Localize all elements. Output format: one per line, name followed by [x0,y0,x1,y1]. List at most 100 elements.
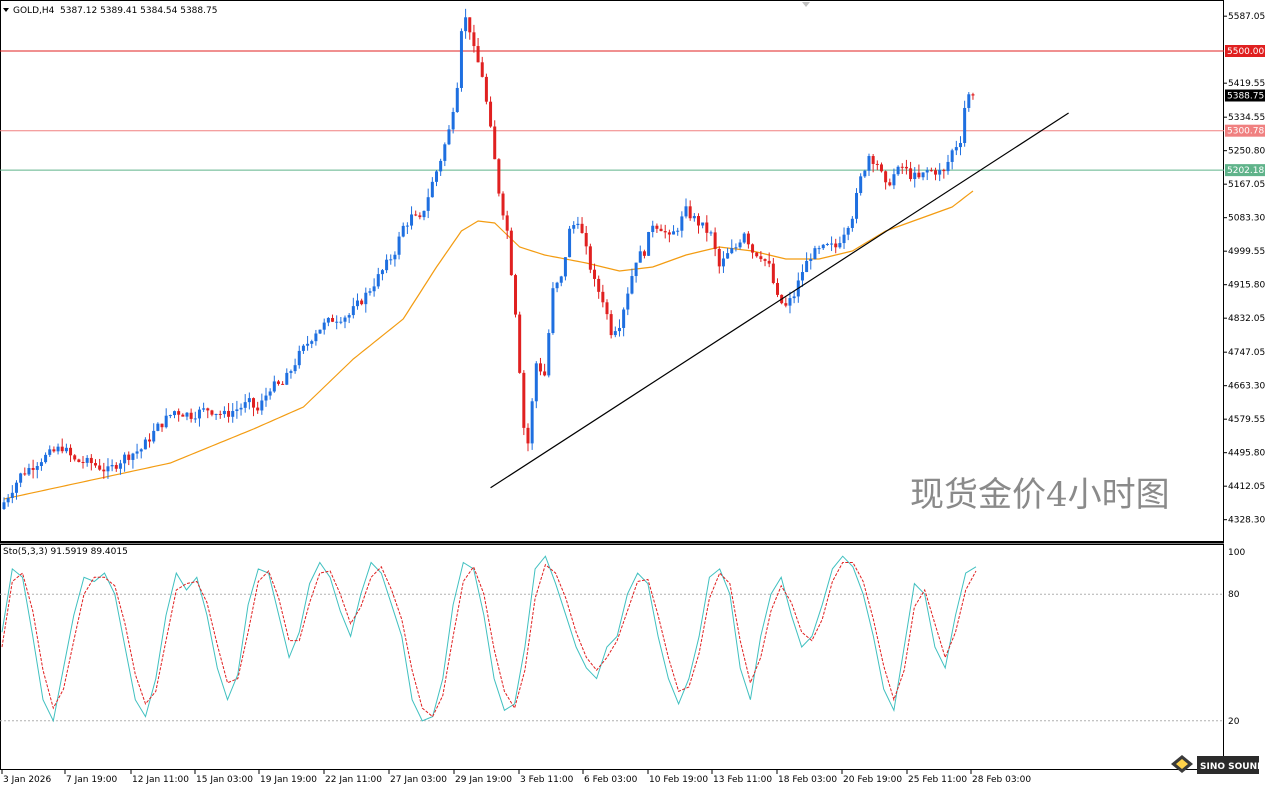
candle [879,162,883,173]
candle [48,445,52,457]
y-tick-label: 4915.80 [1228,281,1265,291]
candle [193,411,197,423]
candle-body [696,216,700,226]
current-price-tag-bg [1225,89,1265,102]
candle-body [464,17,468,32]
candle [850,216,854,232]
candle [696,213,700,234]
candle [331,314,335,323]
candle-body [85,457,89,463]
candle [127,451,131,466]
candle-body [360,300,364,305]
candle [451,107,455,134]
candle [139,448,143,459]
candle [630,268,634,295]
candle [921,172,925,181]
candle-body [850,218,854,228]
x-tick-label: 3 Feb 11:00 [520,775,574,785]
candle [651,220,655,238]
candle [60,438,64,454]
candle-body [355,300,359,307]
candle [185,412,189,421]
candle [168,414,172,419]
candle-body [734,247,738,249]
price-level-tag-bg [1225,45,1265,57]
scroll-marker-icon[interactable] [802,2,810,7]
candle-body [651,225,655,233]
chart-watermark: 现货金价4小时图 [910,475,1170,515]
candle-body [335,321,339,323]
candle-body [721,258,725,267]
candle [543,363,547,377]
stoch-y-tick-label: 20 [1228,717,1240,727]
y-tick-label: 4747.05 [1228,348,1265,358]
candle-body [276,381,280,384]
candle [434,169,438,187]
candle [717,246,721,274]
candle [480,56,484,78]
candle [81,456,85,469]
candle-body [110,465,114,467]
candle-body [243,402,247,408]
candle-body [842,234,846,244]
candle-body [746,233,750,245]
candle-body [938,169,942,175]
candle-body [950,150,954,162]
candle-body [60,446,64,452]
candle-body [98,465,102,470]
candle-body [771,263,775,283]
candle-body [526,427,530,444]
candle [680,211,684,238]
candle [351,297,355,319]
candle-body [197,409,201,419]
candle [131,452,135,469]
candle [106,458,110,479]
candle [538,357,542,376]
candle-body [156,423,160,431]
candle [355,293,359,310]
candle [489,96,493,128]
trendline[interactable] [490,112,1069,489]
candle-body [281,383,285,385]
candle [464,8,468,39]
candle [376,267,380,289]
candle-body [514,275,518,315]
candle-body [622,309,626,328]
candle-body [672,231,676,235]
candle-body [909,168,913,180]
candle-body [480,62,484,77]
ohlc-label: 5387.12 5389.41 5384.54 5388.75 [60,6,217,16]
candle-body [23,473,27,475]
candle-body [218,413,222,415]
candle [763,258,767,267]
candle-body [239,407,243,410]
candle [642,249,646,259]
y-tick-label: 4328.30 [1228,516,1265,526]
candle-body [318,329,322,334]
candle-body [701,222,705,226]
symbol-label: GOLD,H4 [13,6,55,16]
candle [963,100,967,147]
y-tick-label: 5250.80 [1228,147,1265,157]
stoch-y-tick-label: 80 [1228,590,1240,600]
candle [276,379,280,386]
candle [235,400,239,419]
candle [605,299,609,320]
candle-body [755,252,759,257]
candle [202,402,206,412]
candle [459,28,463,92]
candle-body [667,232,671,235]
candle [52,446,56,453]
stoch-title: Sto(5,3,3) 91.5919 89.4015 [3,547,128,557]
candle [672,225,676,235]
candle-body [879,164,883,172]
symbol-menu-icon[interactable] [3,8,9,12]
candle [875,160,879,171]
candle [892,168,896,190]
candle [85,455,89,467]
candle [368,288,372,296]
candle [938,163,942,182]
candle-body [518,314,522,373]
y-tick-label: 5419.55 [1228,79,1265,89]
candle-body [888,182,892,186]
